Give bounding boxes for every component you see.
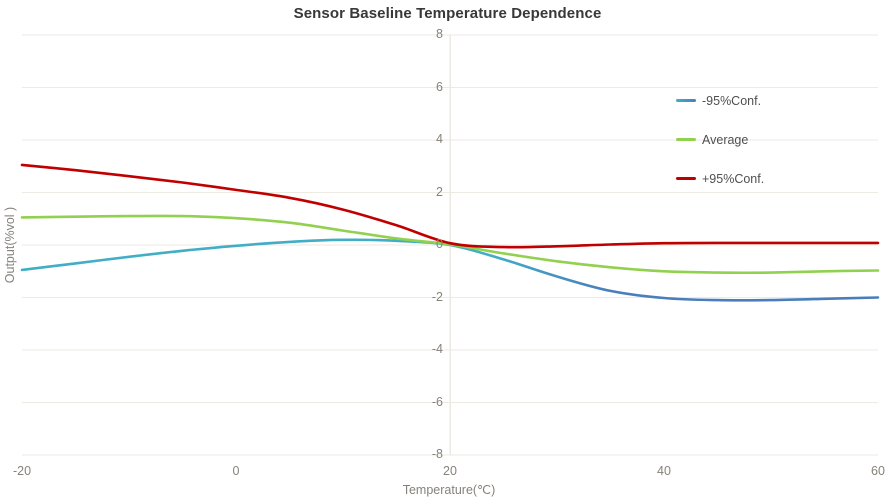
y-tick-label--8: -8 [431,447,443,461]
x-axis-label: Temperature(℃) [402,483,496,497]
legend-swatch-average [676,138,696,141]
x-tick-label-20: 20 [443,464,457,478]
y-tick-label-0: 0 [436,237,443,251]
y-tick-label-6: 6 [436,79,443,94]
legend-label-plus95conf: +95%Conf. [702,171,765,186]
x-tick-label-0: 0 [232,464,240,478]
y-tick-label-4: 4 [436,132,443,146]
x-tick-label-40: 40 [657,464,671,478]
legend-item-plus95conf: +95%Conf. [676,171,764,186]
y-axis-label: Output(%vol ) [3,206,17,284]
legend-item-average: Average [676,132,764,147]
x-tick-label--20: -20 [12,464,32,478]
legend-swatch-minus95conf [676,99,696,102]
legend: -95%Conf. Average +95%Conf. [676,93,764,210]
x-tick-label-60: 60 [871,464,885,478]
legend-item-minus95conf: -95%Conf. [676,93,764,108]
legend-swatch-plus95conf [676,177,696,180]
y-tick-label--4: -4 [431,342,443,356]
legend-label-average: Average [702,132,749,147]
legend-label-minus95conf: -95%Conf. [702,93,762,108]
y-tick-label--2: -2 [431,289,443,304]
series-line-95-conf [20,163,880,249]
chart-title: Sensor Baseline Temperature Dependence [293,5,602,22]
y-tick-label-2: 2 [436,184,443,199]
y-tick-label--6: -6 [431,394,443,409]
y-tick-label-8: 8 [436,27,443,41]
